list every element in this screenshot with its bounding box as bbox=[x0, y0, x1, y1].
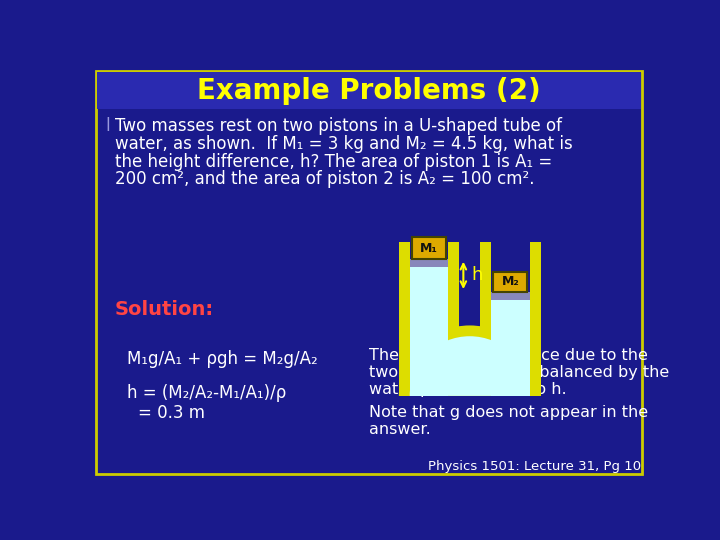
Text: h: h bbox=[471, 266, 482, 285]
Text: h = (M₂/A₂-M₁/A₁)/ρ: h = (M₂/A₂-M₁/A₁)/ρ bbox=[127, 384, 287, 402]
Bar bbox=[399, 242, 410, 396]
Bar bbox=[530, 242, 541, 396]
Bar bbox=[491, 300, 530, 396]
Text: two masses must be balanced by the: two masses must be balanced by the bbox=[369, 365, 670, 380]
Text: Example Problems (2): Example Problems (2) bbox=[197, 77, 541, 105]
Bar bbox=[493, 272, 528, 292]
Text: 200 cm², and the area of piston 2 is A₂ = 100 cm².: 200 cm², and the area of piston 2 is A₂ … bbox=[114, 170, 534, 188]
Text: = 0.3 m: = 0.3 m bbox=[138, 403, 205, 422]
Text: l: l bbox=[106, 117, 110, 135]
Text: M₁g/A₁ + ρgh = M₂g/A₂: M₁g/A₁ + ρgh = M₂g/A₂ bbox=[127, 350, 318, 368]
Bar bbox=[410, 267, 449, 396]
Wedge shape bbox=[399, 326, 541, 396]
Text: the height difference, h? The area of piston 1 is A₁ =: the height difference, h? The area of pi… bbox=[114, 153, 552, 171]
Bar bbox=[97, 72, 641, 109]
Bar bbox=[491, 300, 530, 396]
Text: Physics 1501: Lecture 31, Pg 10: Physics 1501: Lecture 31, Pg 10 bbox=[428, 460, 641, 473]
Bar bbox=[491, 292, 530, 300]
Bar bbox=[412, 237, 446, 259]
Wedge shape bbox=[410, 336, 530, 396]
Bar bbox=[410, 259, 449, 267]
Text: M₂: M₂ bbox=[502, 275, 519, 288]
Text: water, as shown.  If M₁ = 3 kg and M₂ = 4.5 kg, what is: water, as shown. If M₁ = 3 kg and M₂ = 4… bbox=[114, 135, 572, 153]
Text: Solution:: Solution: bbox=[114, 300, 214, 319]
Wedge shape bbox=[410, 336, 530, 396]
Bar bbox=[410, 267, 449, 396]
Text: The pressure difference due to the: The pressure difference due to the bbox=[369, 348, 648, 363]
Text: water pressure due to h.: water pressure due to h. bbox=[369, 382, 567, 397]
Text: Two masses rest on two pistons in a U-shaped tube of: Two masses rest on two pistons in a U-sh… bbox=[114, 117, 562, 135]
Bar bbox=[480, 242, 491, 396]
Text: Note that g does not appear in the: Note that g does not appear in the bbox=[369, 405, 648, 420]
Text: answer.: answer. bbox=[369, 422, 431, 437]
Text: M₁: M₁ bbox=[420, 241, 438, 254]
Bar bbox=[449, 242, 459, 396]
